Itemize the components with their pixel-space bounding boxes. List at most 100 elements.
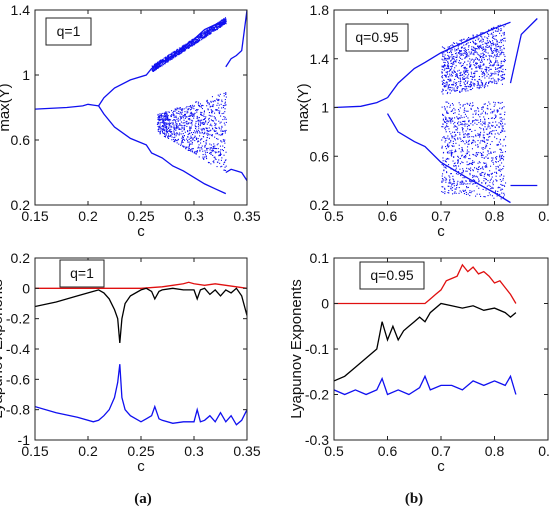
scatter-point xyxy=(502,188,504,190)
scatter-point xyxy=(454,150,456,152)
scatter-point xyxy=(498,144,500,146)
scatter-point xyxy=(486,40,488,42)
scatter-point xyxy=(192,42,194,44)
scatter-point xyxy=(194,136,196,138)
scatter-point xyxy=(179,115,181,117)
scatter-point xyxy=(491,141,493,143)
scatter-point xyxy=(452,160,454,162)
scatter-point xyxy=(457,162,459,164)
scatter-point xyxy=(191,143,193,145)
scatter-point xyxy=(449,51,451,53)
scatter-point xyxy=(457,155,459,157)
scatter-point xyxy=(189,149,191,151)
scatter-point xyxy=(187,44,189,46)
scatter-point xyxy=(175,54,177,56)
scatter-point xyxy=(487,41,489,43)
scatter-point xyxy=(173,124,175,126)
scatter-point xyxy=(488,101,490,103)
y-tick-label: 0.1 xyxy=(310,250,330,266)
scatter-point xyxy=(462,129,464,131)
scatter-point xyxy=(472,120,474,122)
scatter-point xyxy=(498,45,500,47)
scatter-point xyxy=(161,129,163,131)
scatter-point xyxy=(454,135,456,137)
scatter-point xyxy=(483,138,485,140)
scatter-point xyxy=(191,115,193,117)
scatter-point xyxy=(452,58,454,60)
scatter-point xyxy=(485,182,487,184)
scatter-point xyxy=(172,122,174,124)
scatter-point xyxy=(499,170,501,172)
scatter-point xyxy=(474,47,476,49)
scatter-point xyxy=(497,73,499,75)
scatter-point xyxy=(464,51,466,53)
scatter-point xyxy=(207,29,209,31)
scatter-point xyxy=(157,63,159,65)
scatter-point xyxy=(164,62,166,64)
scatter-point xyxy=(498,126,500,128)
scatter-point xyxy=(157,114,159,116)
scatter-point xyxy=(157,118,159,120)
scatter-point xyxy=(210,123,212,125)
scatter-point xyxy=(473,190,475,192)
scatter-point xyxy=(184,139,186,141)
scatter-point xyxy=(165,118,167,120)
scatter-point xyxy=(455,75,457,77)
scatter-point xyxy=(470,82,472,84)
scatter-point xyxy=(221,101,223,103)
scatter-point xyxy=(493,101,495,103)
scatter-point xyxy=(188,141,190,143)
scatter-point xyxy=(482,148,484,150)
scatter-point xyxy=(189,130,191,132)
scatter-point xyxy=(481,59,483,61)
scatter-point xyxy=(195,120,197,122)
scatter-point xyxy=(173,50,175,52)
scatter-point xyxy=(163,118,165,120)
scatter-point xyxy=(196,42,198,44)
scatter-point xyxy=(218,99,220,101)
scatter-point xyxy=(485,183,487,185)
scatter-point xyxy=(491,111,493,113)
scatter-point xyxy=(180,52,182,54)
scatter-point xyxy=(503,192,505,194)
scatter-point xyxy=(212,104,214,106)
scatter-point xyxy=(446,110,448,112)
scatter-point xyxy=(441,181,443,183)
scatter-point xyxy=(218,21,220,23)
scatter-point xyxy=(207,134,209,136)
scatter-point xyxy=(187,130,189,132)
scatter-point xyxy=(467,49,469,51)
scatter-point xyxy=(203,111,205,113)
scatter-point xyxy=(466,102,468,104)
scatter-point xyxy=(497,50,499,52)
scatter-point xyxy=(168,126,170,128)
scatter-point xyxy=(450,90,452,92)
scatter-point xyxy=(487,108,489,110)
scatter-point xyxy=(498,78,500,80)
scatter-point xyxy=(198,127,200,129)
scatter-point xyxy=(486,185,488,187)
scatter-point xyxy=(466,164,468,166)
scatter-point xyxy=(488,58,490,60)
scatter-point xyxy=(500,102,502,104)
scatter-point xyxy=(193,44,195,46)
scatter-point xyxy=(161,59,163,61)
scatter-point xyxy=(499,117,501,119)
scatter-point xyxy=(441,91,443,93)
scatter-point xyxy=(188,47,190,49)
scatter-point xyxy=(458,44,460,46)
scatter-point xyxy=(461,149,463,151)
scatter-point xyxy=(181,109,183,111)
scatter-point xyxy=(489,181,491,183)
scatter-point xyxy=(496,41,498,43)
scatter-point xyxy=(179,51,181,53)
scatter-point xyxy=(466,167,468,169)
scatter-point xyxy=(456,56,458,58)
x-tick-label: 0.5 xyxy=(324,443,344,459)
scatter-point xyxy=(466,51,468,53)
scatter-point xyxy=(479,133,481,135)
scatter-point xyxy=(487,67,489,69)
scatter-point xyxy=(169,58,171,60)
scatter-point xyxy=(221,24,223,26)
scatter-point xyxy=(193,137,195,139)
